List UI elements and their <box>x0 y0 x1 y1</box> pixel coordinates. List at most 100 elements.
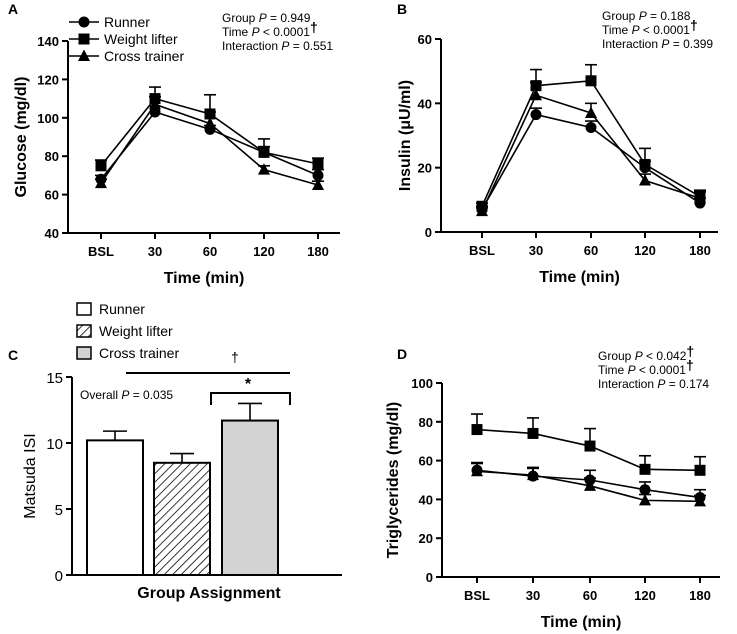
stats-value: < 0.0001 <box>260 25 311 39</box>
dagger-symbol: † <box>686 343 694 359</box>
stats-line: Time P < 0.0001† <box>598 357 694 377</box>
stats-line: Group P < 0.042† <box>598 343 694 363</box>
stats-line: Interaction P = 0.551 <box>222 39 333 53</box>
y-axis-title: Glucose (mg/dl) <box>13 77 30 198</box>
stats-value: < 0.0001 <box>640 23 691 37</box>
point-square <box>639 463 651 475</box>
y-tick-label: 60 <box>45 188 59 203</box>
point-triangle <box>95 176 107 189</box>
x-tick-label: 60 <box>583 588 597 603</box>
point-square <box>312 158 324 170</box>
point-square <box>585 75 597 87</box>
stats-line: Time P < 0.0001† <box>602 17 698 37</box>
stats-label: Time <box>602 23 632 37</box>
x-tick-label: 120 <box>634 588 656 603</box>
stats-label: Group <box>598 349 635 363</box>
stats-p: P <box>252 25 260 39</box>
stats-label: Group <box>602 9 639 23</box>
legend-swatch <box>76 324 92 338</box>
legend-label: Runner <box>99 301 145 317</box>
stats-label: Time <box>222 25 252 39</box>
stats-label: Time <box>598 363 628 377</box>
x-tick-label: 180 <box>307 244 329 259</box>
stats-line: Time P < 0.0001† <box>222 19 318 39</box>
x-tick-label: 30 <box>148 244 162 259</box>
overall-p-text: Overall P = 0.035 <box>80 388 173 402</box>
point-triangle <box>584 479 596 491</box>
overall-value: = 0.035 <box>129 388 173 402</box>
x-tick-label: 60 <box>203 244 217 259</box>
pairwise-bracket <box>210 392 291 405</box>
panel-letter: C <box>8 347 18 363</box>
point-triangle <box>530 88 542 101</box>
panel-b: B 0 20 40 60 BSL 30 60 120 180 Time (min) Insulin (… <box>397 1 718 286</box>
dagger-symbol: † <box>686 357 694 373</box>
y-axis-title: Insulin (μU/ml) <box>397 80 414 191</box>
x-axis-title: Group Assignment <box>137 585 281 602</box>
stats-p: P <box>281 39 289 53</box>
x-tick-label: BSL <box>88 244 114 259</box>
panel-c: C 0 5 10 15 Group Assignment Matsuda ISI Runner… <box>8 301 342 602</box>
x-tick-label: 180 <box>689 243 711 258</box>
x-axis-title: Time (min) <box>539 269 620 286</box>
y-tick-label: 60 <box>418 32 432 47</box>
overall-label: Overall <box>80 388 121 402</box>
stats-p: P <box>259 11 267 25</box>
legend-label: Runner <box>104 14 150 30</box>
dagger-symbol: † <box>231 349 239 365</box>
stats-p: P <box>661 37 669 51</box>
legend-swatch <box>76 346 92 360</box>
point-triangle <box>527 468 539 481</box>
stats-p: P <box>628 363 636 377</box>
stats-line: Group P = 0.188 <box>602 9 691 23</box>
x-tick-label: 30 <box>529 243 543 258</box>
point-square <box>258 146 270 158</box>
x-tick-label: 120 <box>634 243 656 258</box>
panel-letter: B <box>397 1 407 17</box>
y-tick-label: 60 <box>419 454 433 469</box>
significance-asterisk: * <box>245 376 252 393</box>
dagger-symbol: † <box>310 19 318 35</box>
legend-label: Weight lifter <box>104 31 178 47</box>
series-circle <box>476 107 706 215</box>
point-square <box>95 160 107 172</box>
point-triangle <box>639 174 651 186</box>
panel-d: D 0 20 40 60 80 100 BSL 30 60 120 180 Time (min) Trig… <box>385 343 720 631</box>
y-tick-label: 5 <box>55 502 63 519</box>
y-tick-label: 40 <box>419 492 433 507</box>
panel-letter: A <box>8 1 18 17</box>
x-axis-title: Time (min) <box>541 614 622 631</box>
stats-label: Interaction <box>602 37 661 51</box>
y-tick-label: 140 <box>37 34 59 49</box>
y-tick-label: 100 <box>411 376 433 391</box>
point-triangle <box>312 178 324 190</box>
legend-label: Cross trainer <box>104 48 184 64</box>
y-tick-label: 40 <box>418 96 432 111</box>
stats-line: Interaction P = 0.174 <box>598 377 709 391</box>
panel-a: A 40 60 80 100 120 140 BSL 30 60 120 180 Time (min) G… <box>8 1 340 287</box>
point-square <box>694 464 706 476</box>
point-triangle <box>585 106 597 118</box>
point-square <box>471 424 483 436</box>
stats-value: < 0.042 <box>643 349 687 363</box>
series-triangle <box>476 81 706 217</box>
bar-runner <box>86 439 144 576</box>
point-triangle <box>694 191 706 204</box>
y-tick-label: 100 <box>37 111 59 126</box>
y-tick-label: 10 <box>46 436 63 453</box>
overall-p: P <box>121 388 129 402</box>
stats-p: P <box>632 23 640 37</box>
legend-square-marker <box>78 33 90 45</box>
bar-weight-lifter <box>153 461 211 576</box>
x-tick-label: BSL <box>469 243 495 258</box>
stats-label: Interaction <box>222 39 281 53</box>
stats-value: < 0.0001 <box>636 363 687 377</box>
legend-label: Weight lifter <box>99 323 173 339</box>
y-tick-label: 0 <box>425 225 432 240</box>
y-tick-label: 80 <box>419 415 433 430</box>
point-triangle <box>258 163 270 175</box>
legend-swatch <box>76 302 92 316</box>
point-triangle <box>639 493 651 506</box>
